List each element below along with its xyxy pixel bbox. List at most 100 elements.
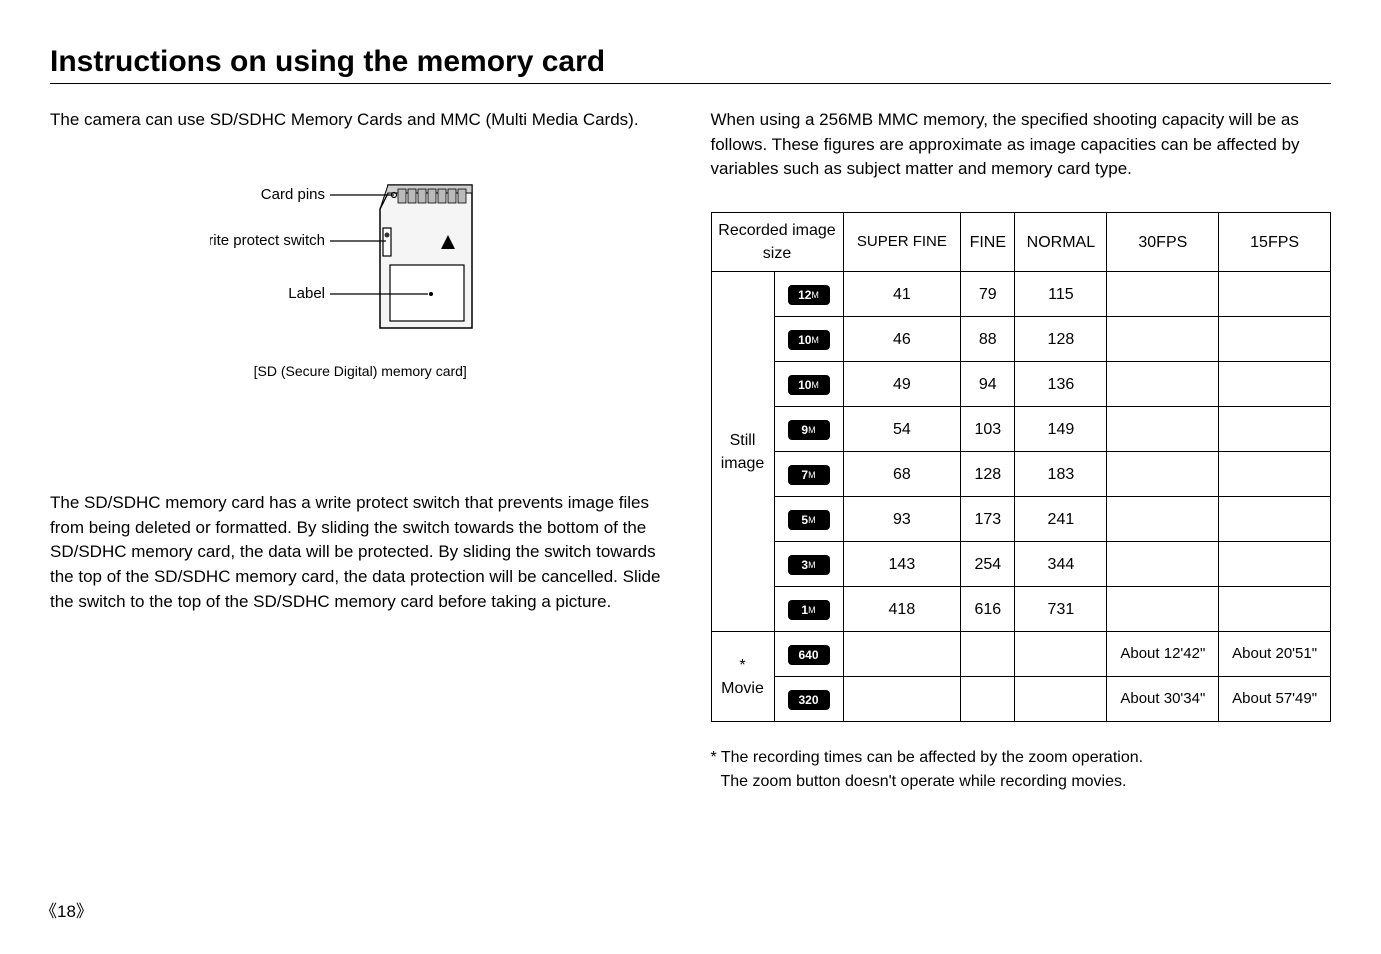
- cell-value: About 57'49": [1219, 677, 1331, 722]
- cell-value: About 30'34": [1107, 677, 1219, 722]
- cell-empty: [961, 677, 1015, 722]
- cell-value: 173: [961, 497, 1015, 542]
- table-row: 5M 93173241: [711, 497, 1331, 542]
- cell-empty: [843, 632, 961, 677]
- cell-value: About 12'42": [1107, 632, 1219, 677]
- size-badge: 7M: [788, 465, 830, 485]
- cell-empty: [843, 677, 961, 722]
- cell-value: 128: [1015, 317, 1107, 362]
- cell-value: 115: [1015, 272, 1107, 317]
- capacity-table: Recorded image size SUPER FINE FINE NORM…: [711, 212, 1332, 722]
- cell-badge: 10M: [774, 362, 843, 407]
- cell-value: 49: [843, 362, 961, 407]
- cell-value: 149: [1015, 407, 1107, 452]
- diagram-label-label: Label: [289, 285, 326, 302]
- cell-value: 88: [961, 317, 1015, 362]
- cell-badge: 10M: [774, 317, 843, 362]
- cell-value: About 20'51": [1219, 632, 1331, 677]
- right-intro: When using a 256MB MMC memory, the speci…: [711, 108, 1332, 182]
- cell-empty: [1219, 362, 1331, 407]
- cell-badge: 5M: [774, 497, 843, 542]
- cell-value: 46: [843, 317, 961, 362]
- th-recorded: Recorded image size: [711, 212, 843, 271]
- cell-value: 93: [843, 497, 961, 542]
- size-badge: 3M: [788, 555, 830, 575]
- left-intro: The camera can use SD/SDHC Memory Cards …: [50, 108, 671, 133]
- cell-empty: [1107, 542, 1219, 587]
- cell-value: 103: [961, 407, 1015, 452]
- th-normal: NORMAL: [1015, 212, 1107, 271]
- cell-badge: 7M: [774, 452, 843, 497]
- cell-empty: [961, 632, 1015, 677]
- cell-empty: [1107, 407, 1219, 452]
- size-badge: 10M: [788, 375, 830, 395]
- cell-value: 241: [1015, 497, 1107, 542]
- cell-value: 254: [961, 542, 1015, 587]
- cell-empty: [1107, 362, 1219, 407]
- cell-empty: [1107, 317, 1219, 362]
- rowhead-still: Stillimage: [711, 272, 774, 632]
- cell-value: 616: [961, 587, 1015, 632]
- page-title: Instructions on using the memory card: [50, 45, 1331, 79]
- diagram-label-pins: Card pins: [261, 186, 325, 203]
- size-badge: 1M: [788, 600, 830, 620]
- cell-empty: [1015, 632, 1107, 677]
- th-15fps: 15FPS: [1219, 212, 1331, 271]
- th-30fps: 30FPS: [1107, 212, 1219, 271]
- size-badge: 9M: [788, 420, 830, 440]
- diagram-caption: [SD (Secure Digital) memory card]: [254, 361, 467, 381]
- sd-card-diagram: Card pins Write protect switch Label [SD…: [50, 173, 671, 381]
- cell-badge: 320: [774, 677, 843, 722]
- cell-empty: [1219, 272, 1331, 317]
- diagram-label-switch: Write protect switch: [210, 232, 325, 249]
- cell-value: 418: [843, 587, 961, 632]
- table-row: 9M 54103149: [711, 407, 1331, 452]
- cell-value: 68: [843, 452, 961, 497]
- page-number: 《18》: [40, 897, 93, 922]
- table-row: 10M 4688128: [711, 317, 1331, 362]
- cell-value: 143: [843, 542, 961, 587]
- cell-empty: [1219, 497, 1331, 542]
- table-row: 10M 4994136: [711, 362, 1331, 407]
- table-row: Stillimage12M4179115: [711, 272, 1331, 317]
- table-row: 320 About 30'34"About 57'49": [711, 677, 1331, 722]
- cell-empty: [1219, 452, 1331, 497]
- cell-badge: 3M: [774, 542, 843, 587]
- rowhead-movie: *Movie: [711, 632, 774, 722]
- table-row: *Movie640About 12'42"About 20'51": [711, 632, 1331, 677]
- th-fine: FINE: [961, 212, 1015, 271]
- cell-empty: [1219, 587, 1331, 632]
- footnote: * The recording times can be affected by…: [711, 746, 1332, 794]
- content-columns: The camera can use SD/SDHC Memory Cards …: [50, 108, 1331, 794]
- cell-value: 94: [961, 362, 1015, 407]
- size-badge: 640: [788, 645, 830, 665]
- cell-empty: [1107, 587, 1219, 632]
- cell-empty: [1107, 497, 1219, 542]
- cell-value: 79: [961, 272, 1015, 317]
- cell-value: 731: [1015, 587, 1107, 632]
- cell-value: 136: [1015, 362, 1107, 407]
- cell-empty: [1219, 542, 1331, 587]
- footnote-line2: The zoom button doesn't operate while re…: [711, 770, 1332, 794]
- right-column: When using a 256MB MMC memory, the speci…: [711, 108, 1332, 794]
- cell-empty: [1219, 317, 1331, 362]
- cell-empty: [1015, 677, 1107, 722]
- left-column: The camera can use SD/SDHC Memory Cards …: [50, 108, 671, 794]
- size-badge: 10M: [788, 330, 830, 350]
- cell-badge: 12M: [774, 272, 843, 317]
- cell-empty: [1107, 272, 1219, 317]
- table-row: 3M 143254344: [711, 542, 1331, 587]
- cell-badge: 1M: [774, 587, 843, 632]
- size-badge: 320: [788, 690, 830, 710]
- th-superfine: SUPER FINE: [843, 212, 961, 271]
- table-row: 7M 68128183: [711, 452, 1331, 497]
- cell-empty: [1107, 452, 1219, 497]
- cell-value: 128: [961, 452, 1015, 497]
- footnote-line1: * The recording times can be affected by…: [711, 746, 1332, 770]
- table-row: 1M 418616731: [711, 587, 1331, 632]
- left-body: The SD/SDHC memory card has a write prot…: [50, 491, 671, 614]
- size-badge: 5M: [788, 510, 830, 530]
- cell-value: 183: [1015, 452, 1107, 497]
- cell-value: 54: [843, 407, 961, 452]
- cell-value: 344: [1015, 542, 1107, 587]
